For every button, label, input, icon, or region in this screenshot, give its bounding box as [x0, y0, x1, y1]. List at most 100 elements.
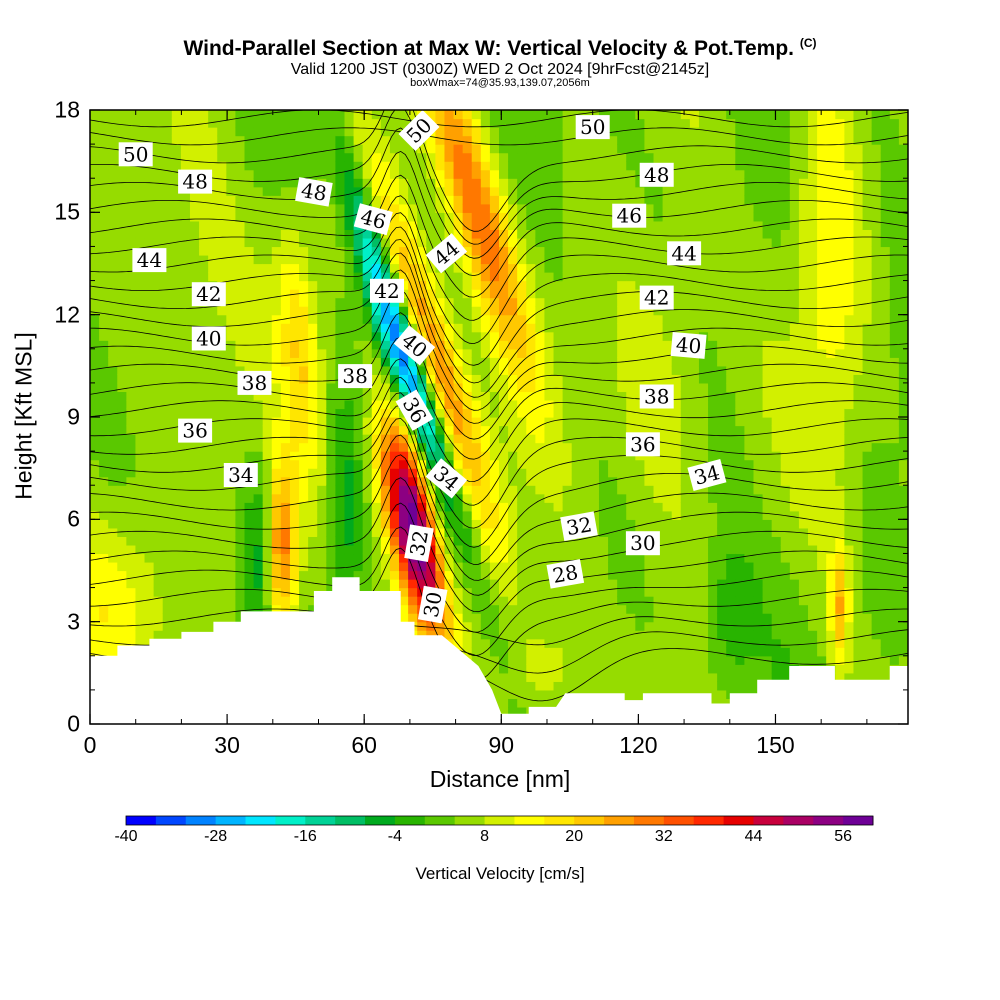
- velocity-cell: [526, 630, 536, 640]
- velocity-cell: [90, 195, 100, 205]
- velocity-cell: [598, 365, 609, 375]
- velocity-cell: [644, 348, 655, 358]
- velocity-cell: [253, 186, 264, 196]
- velocity-cell: [480, 604, 491, 614]
- velocity-cell: [344, 391, 355, 401]
- velocity-cell: [653, 672, 664, 682]
- velocity-cell: [217, 493, 227, 503]
- velocity-cell: [635, 655, 646, 665]
- velocity-cell: [589, 365, 600, 375]
- velocity-cell: [280, 510, 291, 520]
- velocity-cell: [680, 127, 691, 137]
- velocity-cell: [589, 561, 600, 572]
- velocity-cell: [662, 596, 673, 606]
- velocity-cell: [326, 118, 336, 128]
- velocity-cell: [526, 434, 536, 444]
- velocity-cell: [144, 340, 155, 350]
- velocity-cell: [244, 314, 255, 324]
- velocity-cell: [253, 365, 264, 375]
- velocity-cell: [526, 596, 536, 606]
- velocity-cell: [135, 536, 146, 546]
- velocity-cell: [180, 127, 191, 137]
- velocity-cell: [399, 519, 409, 529]
- velocity-cell: [144, 331, 155, 341]
- velocity-cell: [517, 596, 527, 606]
- velocity-cell: [344, 544, 355, 555]
- velocity-cell: [108, 212, 118, 222]
- velocity-cell: [671, 561, 682, 572]
- velocity-cell: [626, 570, 636, 580]
- velocity-cell: [453, 459, 464, 469]
- velocity-cell: [171, 169, 182, 179]
- velocity-cell: [335, 510, 346, 520]
- velocity-cell: [535, 297, 546, 307]
- velocity-cell: [99, 425, 109, 435]
- velocity-cell: [553, 596, 564, 606]
- velocity-cell: [717, 553, 727, 563]
- velocity-cell: [199, 357, 209, 367]
- velocity-cell: [171, 161, 182, 171]
- velocity-cell: [135, 272, 146, 282]
- velocity-cell: [617, 655, 627, 665]
- velocity-cell: [480, 408, 491, 418]
- velocity-cell: [617, 237, 627, 248]
- velocity-cell: [426, 451, 436, 461]
- velocity-cell: [517, 621, 527, 631]
- velocity-cell: [544, 544, 555, 555]
- velocity-cell: [99, 399, 109, 410]
- velocity-cell: [462, 272, 473, 282]
- velocity-cell: [126, 289, 137, 299]
- velocity-cell: [326, 237, 336, 248]
- velocity-cell: [199, 544, 209, 555]
- velocity-cell: [153, 314, 164, 324]
- velocity-cell: [671, 399, 682, 410]
- velocity-cell: [317, 289, 327, 299]
- velocity-cell: [462, 596, 473, 606]
- velocity-cell: [99, 459, 109, 469]
- velocity-cell: [508, 451, 518, 461]
- velocity-cell: [417, 186, 427, 196]
- velocity-cell: [671, 365, 682, 375]
- velocity-cell: [489, 254, 500, 265]
- velocity-cell: [308, 263, 318, 273]
- velocity-cell: [553, 280, 564, 290]
- velocity-cell: [453, 169, 464, 179]
- velocity-cell: [508, 544, 518, 555]
- velocity-cell: [235, 229, 246, 239]
- velocity-cell: [289, 587, 300, 597]
- velocity-cell: [189, 570, 200, 580]
- velocity-cell: [144, 476, 155, 486]
- velocity-cell: [517, 135, 527, 145]
- velocity-cell: [471, 169, 482, 179]
- velocity-cell: [508, 169, 518, 179]
- velocity-cell: [362, 152, 373, 162]
- velocity-cell: [444, 340, 455, 350]
- velocity-cell: [180, 272, 191, 282]
- velocity-cell: [589, 237, 600, 248]
- velocity-cell: [117, 553, 127, 563]
- velocity-cell: [580, 442, 591, 452]
- velocity-cell: [689, 229, 700, 239]
- velocity-cell: [471, 382, 482, 393]
- velocity-cell: [608, 246, 618, 256]
- velocity-cell: [626, 374, 636, 384]
- velocity-cell: [671, 186, 682, 196]
- velocity-cell: [653, 348, 664, 358]
- velocity-cell: [262, 297, 273, 307]
- velocity-cell: [344, 246, 355, 256]
- velocity-cell: [698, 178, 709, 188]
- velocity-cell: [299, 229, 309, 239]
- velocity-cell: [90, 135, 100, 145]
- velocity-cell: [635, 485, 646, 495]
- velocity-cell: [108, 510, 118, 520]
- velocity-cell: [217, 399, 227, 410]
- velocity-cell: [680, 510, 691, 520]
- velocity-cell: [189, 408, 200, 418]
- velocity-cell: [244, 408, 255, 418]
- velocity-cell: [153, 570, 164, 580]
- velocity-cell: [617, 647, 627, 657]
- velocity-cell: [162, 408, 173, 418]
- velocity-cell: [617, 425, 627, 435]
- velocity-cell: [362, 399, 373, 410]
- velocity-cell: [526, 220, 536, 230]
